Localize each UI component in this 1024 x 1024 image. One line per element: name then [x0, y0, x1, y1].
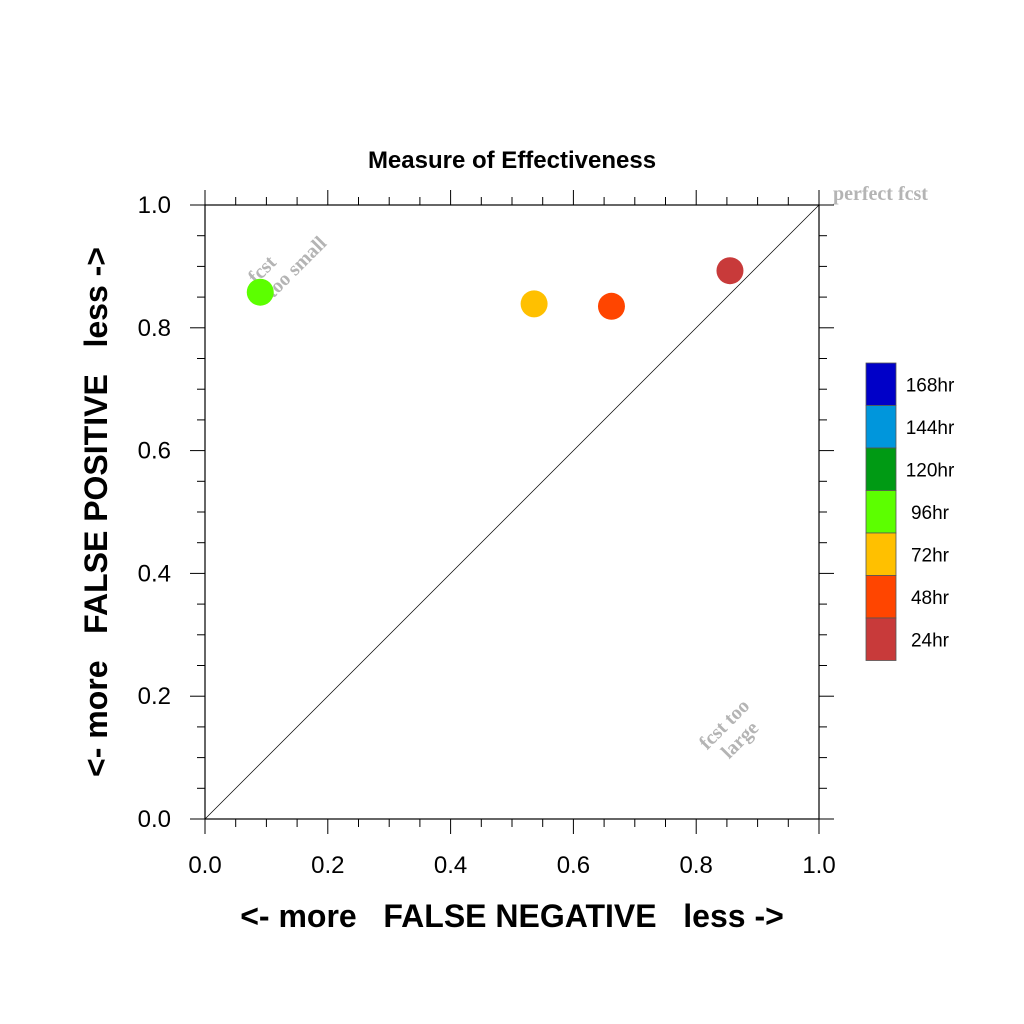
- y-tick-label: 1.0: [138, 192, 171, 219]
- annotation-label: fcst toolarge: [695, 695, 770, 770]
- data-points: [246, 257, 744, 320]
- point-72hr: [520, 290, 548, 318]
- chart-title: Measure of Effectiveness: [368, 147, 656, 174]
- legend-swatch-24hr: [865, 617, 897, 661]
- perfect-forecast-diagonal: [204, 204, 820, 820]
- legend-label-144hr: 144hr: [906, 418, 955, 439]
- legend-label-120hr: 120hr: [906, 460, 955, 481]
- x-tick-label: 0.2: [311, 852, 344, 879]
- y-tick-label: 0.6: [138, 438, 171, 465]
- legend-swatch-144hr: [865, 405, 897, 449]
- point-96hr: [246, 278, 274, 306]
- legend-label-24hr: 24hr: [911, 630, 950, 651]
- legend-label-72hr: 72hr: [911, 545, 950, 566]
- x-axis-label: <- more FALSE NEGATIVE less ->: [240, 898, 784, 934]
- y-axis-label: <- more FALSE POSITIVE less ->: [78, 247, 114, 777]
- y-tick-label: 0.8: [138, 315, 171, 342]
- legend-label-48hr: 48hr: [911, 588, 950, 609]
- x-tick-label: 0.6: [557, 852, 590, 879]
- point-24hr: [716, 257, 744, 285]
- x-tick-labels: 0.0 0.2 0.4 0.6 0.8 1.0: [188, 852, 835, 879]
- legend-label-168hr: 168hr: [906, 375, 955, 396]
- axis-ticks: [190, 190, 834, 834]
- legend-swatch-48hr: [865, 575, 897, 619]
- y-tick-labels: 0.0 0.2 0.4 0.6 0.8 1.0: [138, 192, 171, 833]
- y-tick-label: 0.0: [138, 806, 171, 833]
- x-tick-label: 1.0: [802, 852, 835, 879]
- point-48hr: [597, 292, 625, 320]
- x-tick-label: 0.4: [434, 852, 467, 879]
- legend-swatch-96hr: [865, 490, 897, 534]
- legend-label-96hr: 96hr: [911, 503, 950, 524]
- annotation-line: perfect fcst: [833, 183, 928, 205]
- legend-swatch-168hr: [865, 362, 897, 406]
- y-tick-label: 0.4: [138, 560, 171, 587]
- x-tick-label: 0.8: [680, 852, 713, 879]
- legend: 168hr 144hr 120hr 96hr 72hr 48hr 24hr: [865, 362, 955, 661]
- y-tick-label: 0.2: [138, 683, 171, 710]
- x-tick-label: 0.0: [188, 852, 221, 879]
- legend-swatch-72hr: [865, 532, 897, 576]
- annotation-label: perfect fcst: [833, 183, 928, 205]
- legend-swatch-120hr: [865, 447, 897, 491]
